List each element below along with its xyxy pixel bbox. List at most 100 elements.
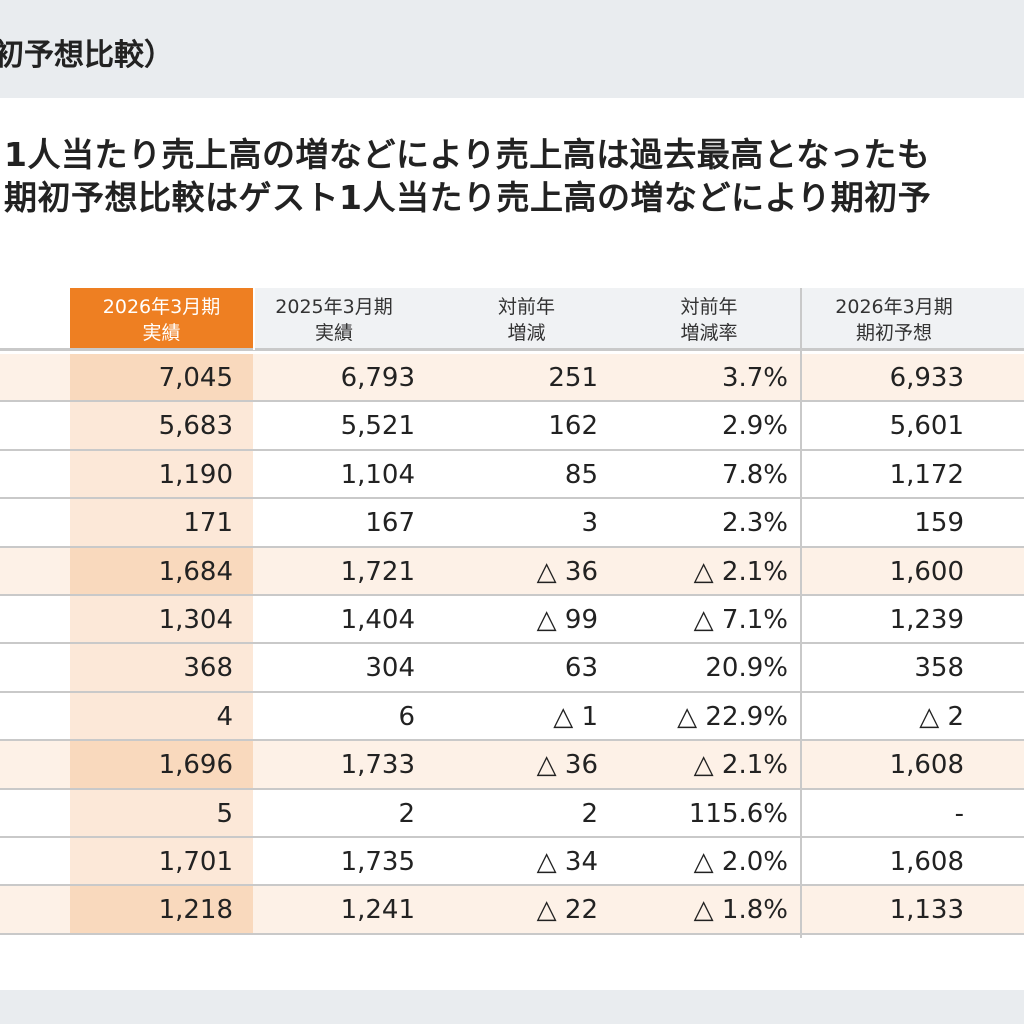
table-cell: 3.7% <box>721 363 788 393</box>
table-cell: △ 34 <box>536 847 598 877</box>
table-cell: △ 2.1% <box>693 556 788 587</box>
table-cell: 368 <box>183 653 233 684</box>
section-header-bar: 初予想比較） <box>0 0 1024 98</box>
column-header-line: 実績 <box>142 322 181 344</box>
current-column-band <box>70 596 253 643</box>
table-cell: 1,721 <box>340 556 415 587</box>
current-column-band <box>70 644 253 691</box>
table-row: 5 2 2 115.6% - <box>0 789 1024 838</box>
table-cell: △ 1.8% <box>693 895 788 926</box>
current-column-band <box>70 741 253 788</box>
table-cell: △ 99 <box>536 605 598 635</box>
table-cell: 4 <box>216 701 233 732</box>
table-cell: 5,683 <box>158 411 233 442</box>
summary-line-2: 期初予想比較はゲスト1人当たり売上高の増などにより期初予 <box>4 178 932 217</box>
table-cell: 1,696 <box>158 750 233 781</box>
table-cell: 6,793 <box>340 363 415 393</box>
table-cell: 7,045 <box>158 363 233 393</box>
table-cell: 5,601 <box>889 411 964 442</box>
table-cell: △ 2.0% <box>693 847 788 877</box>
column-header-2026-actual: 2026年3月期 実績 <box>70 288 253 350</box>
table-row: 1,304 1,404 △ 99 △ 7.1% 1,239 <box>0 596 1024 645</box>
header-divider <box>0 348 1024 351</box>
table-cell: 1,133 <box>889 895 964 926</box>
header-gap <box>253 288 255 350</box>
table-cell: 2 <box>581 798 598 829</box>
table-cell: 1,104 <box>340 459 415 490</box>
table-cell: 3 <box>581 508 598 539</box>
table-cell: 2 <box>398 798 415 829</box>
table-cell: 1,239 <box>889 605 964 635</box>
table-cell: 1,172 <box>889 459 964 490</box>
table-cell: 5,521 <box>340 411 415 442</box>
table-cell: 1,304 <box>158 605 233 635</box>
current-column-band <box>70 354 253 401</box>
column-header-line: 2026年3月期 <box>835 296 953 318</box>
table-cell: 1,190 <box>158 459 233 490</box>
table-cell: 304 <box>365 653 415 684</box>
current-column-band <box>70 886 253 933</box>
column-header-line: 対前年 <box>497 296 555 318</box>
table-cell: 1,701 <box>158 847 233 877</box>
current-column-band <box>70 789 253 836</box>
table-cell: 85 <box>564 459 598 490</box>
table-cell: 1,733 <box>340 750 415 781</box>
table-cell: 1,735 <box>340 847 415 877</box>
current-column-band <box>70 692 253 740</box>
column-header-2026-forecast: 2026年3月期 期初予想 <box>802 288 1024 350</box>
table-cell: 167 <box>365 508 415 539</box>
table-row: 1,701 1,735 △ 34 △ 2.0% 1,608 <box>0 838 1024 887</box>
column-header-line: 期初予想 <box>855 322 932 344</box>
table-cell: 1,241 <box>340 895 415 926</box>
table-cell: 20.9% <box>705 653 788 684</box>
table-row: 171 167 3 2.3% 159 <box>0 499 1024 548</box>
table-cell: 5 <box>216 798 233 829</box>
table-cell: △ 22.9% <box>677 701 788 732</box>
table-cell: 251 <box>548 363 598 393</box>
table-cell: △ 2.1% <box>693 750 788 781</box>
table-cell: 1,404 <box>340 605 415 635</box>
table-cell: 115.6% <box>688 798 788 829</box>
column-header-line: 2026年3月期 <box>102 296 221 318</box>
column-header-line: 増減率 <box>680 322 738 344</box>
column-header-2025-actual: 2025年3月期 実績 <box>253 288 415 350</box>
column-header-yoy-rate: 対前年 増減率 <box>598 288 800 350</box>
current-column-band <box>70 547 253 594</box>
column-header-yoy-change: 対前年 増減 <box>415 288 598 350</box>
table-row: 1,684 1,721 △ 36 △ 2.1% 1,600 <box>0 547 1024 596</box>
table-row: 5,683 5,521 162 2.9% 5,601 <box>0 402 1024 451</box>
column-divider <box>800 288 802 938</box>
table-cell: 2.9% <box>721 411 788 442</box>
table-row: 1,190 1,104 85 7.8% 1,172 <box>0 450 1024 500</box>
table-cell: 358 <box>914 653 964 684</box>
footer-bar <box>0 990 1024 1024</box>
table-cell: △ 2 <box>919 701 964 732</box>
table-cell: 1,218 <box>158 895 233 926</box>
column-header-line: 実績 <box>314 322 353 344</box>
table-cell: △ 22 <box>536 895 598 926</box>
table-cell: △ 1 <box>553 701 598 732</box>
current-column-band <box>70 450 253 498</box>
table-cell: 7.8% <box>721 459 788 490</box>
section-title: 初予想比較） <box>0 38 174 73</box>
table-row: 1,696 1,733 △ 36 △ 2.1% 1,608 <box>0 741 1024 790</box>
column-header-line: 2025年3月期 <box>275 296 393 318</box>
table-row: 4 6 △ 1 △ 22.9% △ 2 <box>0 692 1024 742</box>
table-cell: 1,608 <box>889 750 964 781</box>
table-cell: 1,600 <box>889 556 964 587</box>
table-cell: 63 <box>564 653 598 684</box>
current-column-band <box>70 838 253 885</box>
table-cell: 1,684 <box>158 556 233 587</box>
comparison-table: 2026年3月期 実績 2025年3月期 実績 対前年 増減 対前年 増減率 2… <box>0 288 1024 940</box>
table-cell: 159 <box>914 508 964 539</box>
summary-line-1: 1人当たり売上高の増などにより売上高は過去最高となったも <box>4 135 931 174</box>
table-row: 1,218 1,241 △ 22 △ 1.8% 1,133 <box>0 886 1024 935</box>
table-cell: 6 <box>398 701 415 732</box>
column-header-line: 対前年 <box>680 296 738 318</box>
table-cell: 162 <box>548 411 598 442</box>
table-cell: 6,933 <box>889 363 964 393</box>
current-column-band <box>70 499 253 546</box>
current-column-band <box>70 402 253 449</box>
table-cell: 171 <box>183 508 233 539</box>
table-cell: △ 7.1% <box>693 605 788 635</box>
